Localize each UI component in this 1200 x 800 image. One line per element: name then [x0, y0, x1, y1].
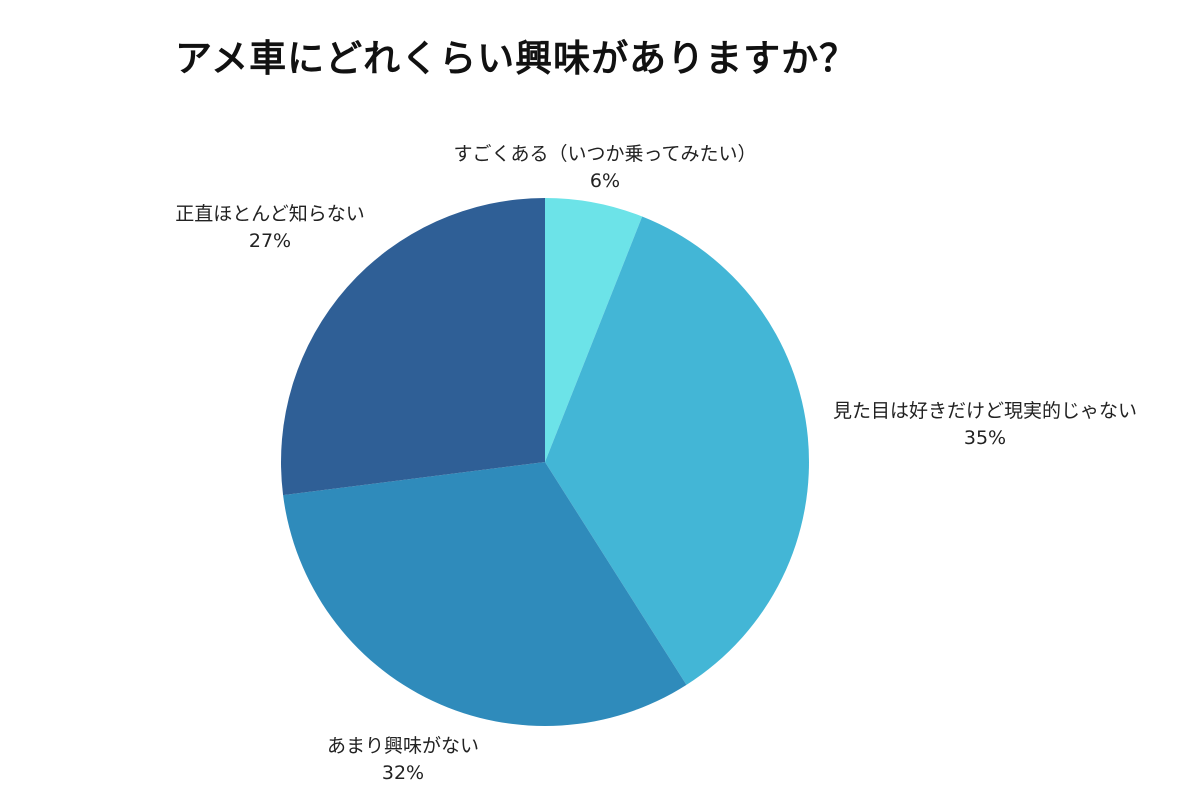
slice-value-label-3: 32%	[382, 762, 424, 784]
slice-value-label-4: 27%	[249, 230, 291, 252]
pie-slice-4	[281, 198, 545, 496]
pie-labels: すごくある（いつか乗ってみたい） 6% 見た目は好きだけど現実的じゃない 35% あまり…	[175, 143, 1137, 784]
pie-slice-3	[283, 462, 687, 726]
pie-slice-2	[545, 216, 810, 685]
slice-label-3: あまり興味がない	[327, 735, 479, 757]
slice-value-label-1: 6%	[590, 170, 620, 192]
chart-title: アメ車にどれくらい興味がありますか？	[175, 37, 858, 80]
pie-slice-1	[545, 198, 643, 462]
slice-value-label-2: 35%	[964, 427, 1006, 449]
pie-slices	[281, 198, 810, 726]
slice-label-4: 正直ほとんど知らない	[175, 203, 364, 225]
slice-label-2: 見た目は好きだけど現実的じゃない	[833, 400, 1137, 422]
slice-label-1: すごくある（いつか乗ってみたい）	[453, 143, 756, 165]
